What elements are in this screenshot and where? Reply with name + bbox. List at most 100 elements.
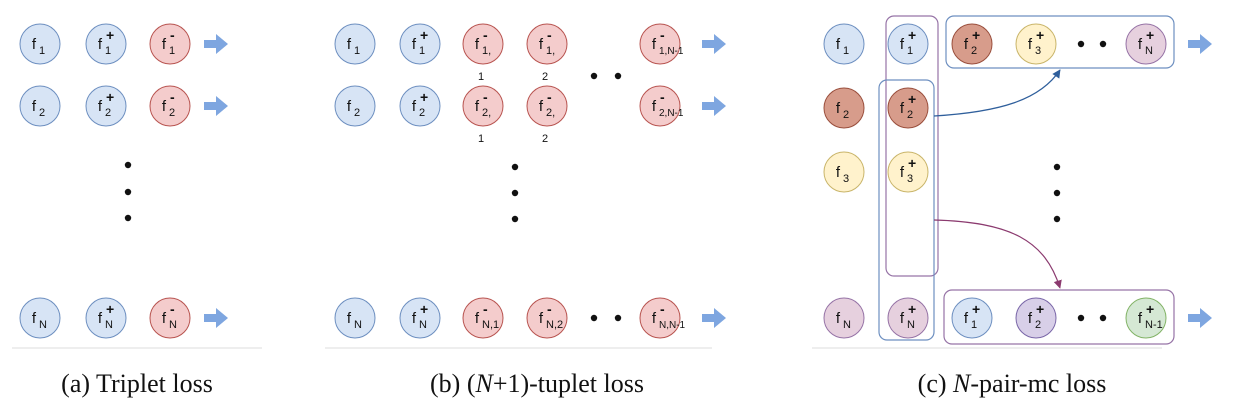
b-node-r1-c2-under: 1 xyxy=(478,133,484,145)
c-top-hdot-0 xyxy=(1077,40,1085,48)
c-top-2-sup: + xyxy=(1146,27,1154,43)
b-node-r1-c2-sub: 2, xyxy=(482,107,491,119)
a-node-r1-c2-circle xyxy=(149,85,191,127)
b-vdot-2 xyxy=(511,215,519,223)
c-top-0-circle xyxy=(951,23,993,65)
c-top-output-arrow xyxy=(1188,34,1212,54)
a-node-r0-c1-sup: + xyxy=(106,27,114,43)
c-bottom-0-sup: + xyxy=(972,301,980,317)
a-node-r0-c0-circle xyxy=(19,23,61,65)
b-node-r2-c1-sup: + xyxy=(420,301,428,317)
b-node-r1-c1: f+2 xyxy=(399,85,441,127)
c-top-2-sub: N xyxy=(1145,45,1153,57)
c-positive-1-circle xyxy=(887,87,929,129)
b-node-r2-c3-circle xyxy=(526,297,568,339)
b-node-r0-c4-sub: 1,N-1 xyxy=(659,46,684,57)
b-node-r0-c4-sup: - xyxy=(660,27,665,43)
b-node-r0-c2-base: f xyxy=(475,36,480,53)
b-vdot-0 xyxy=(511,163,519,171)
a-node-r2-c0-base: f xyxy=(32,310,37,327)
a-node-r2-c2: f- N xyxy=(149,297,191,339)
b-node-r2-c2-circle xyxy=(462,297,504,339)
c-link-to-top-group xyxy=(933,69,1061,117)
c-positive-1-base: f xyxy=(900,100,905,117)
b-node-r0-c1: f+1 xyxy=(399,23,441,65)
c-vdot-0 xyxy=(1053,163,1061,171)
b-node-r2-c0-sub: N xyxy=(354,319,362,331)
c-bottom-0-circle xyxy=(951,297,993,339)
b-node-r1-c0-base: f xyxy=(347,98,352,115)
c-bottom-group-box xyxy=(943,289,1175,345)
b-node-r0-c1-base: f xyxy=(412,36,417,53)
b-node-r1-c3-circle xyxy=(526,85,568,127)
c-top-1-base: f xyxy=(1028,36,1033,53)
a-node-r0-c1-base: f xyxy=(98,36,103,53)
b-vdot-1 xyxy=(511,189,519,197)
b-output-arrow-0 xyxy=(702,34,726,54)
b-node-r2-c3-sub: N,2 xyxy=(546,319,563,331)
c-link-to-bottom-group xyxy=(933,219,1062,289)
a-vdot-2 xyxy=(124,214,132,222)
c-positive-3-sub: N xyxy=(907,319,915,331)
c-bottom-1-sup: + xyxy=(1036,301,1044,317)
b-node-r0-c1-sup: + xyxy=(420,27,428,43)
b-hdot-3 xyxy=(614,314,622,322)
c-bottom-0-base: f xyxy=(964,310,969,327)
b-node-r0-c4-base: f xyxy=(652,36,657,53)
c-top-0: f+2 xyxy=(951,23,993,65)
b-node-r2-c2-sup: - xyxy=(483,301,488,317)
b-node-r1-c1-sup: + xyxy=(420,89,428,105)
b-node-r2-c4-sub: N,N-1 xyxy=(659,320,686,331)
b-node-r2-c1: f+ N xyxy=(399,297,441,339)
a-output-arrow-0 xyxy=(204,34,228,54)
a-node-r1-c2-base: f xyxy=(162,98,167,115)
c-positive-0-sup: + xyxy=(908,27,916,43)
a-node-r0-c1-circle xyxy=(85,23,127,65)
link-arrows xyxy=(933,69,1062,289)
a-node-r1-c2: f- 2 xyxy=(149,85,191,127)
caption-c: (c) N-pair-mc loss xyxy=(918,369,1107,398)
b-node-r2-c2: f- N,1 xyxy=(462,297,504,339)
a-node-r2-c0-circle xyxy=(19,297,61,339)
b-node-r2-c4-base: f xyxy=(652,310,657,327)
b-node-r1-c0-circle xyxy=(334,85,376,127)
b-node-r1-c2-circle xyxy=(462,85,504,127)
a-node-r2-c2-circle xyxy=(149,297,191,339)
b-node-r0-c2-sub: 1, xyxy=(482,45,491,57)
a-node-r0-c0-sub: 1 xyxy=(39,45,45,57)
a-node-r0-c2-base: f xyxy=(162,36,167,53)
a-node-r1-c2-sup: - xyxy=(170,89,175,105)
b-node-r0-c0-sub: 1 xyxy=(354,45,360,57)
b-node-r0-c1-sub: 1 xyxy=(419,45,425,57)
b-node-r2-c3-sup: - xyxy=(547,301,552,317)
c-top-1-sub: 3 xyxy=(1035,45,1041,57)
b-hdot-0 xyxy=(590,72,598,80)
c-bottom-2: f+ N-1 xyxy=(1125,297,1167,339)
c-anchor-0-sub: 1 xyxy=(843,45,849,57)
c-bottom-0-sub: 1 xyxy=(971,319,977,331)
c-top-2-base: f xyxy=(1138,36,1143,53)
c-positive-3-base: f xyxy=(900,310,905,327)
c-anchor-1-base: f xyxy=(836,100,841,117)
group-boxes xyxy=(878,15,1175,345)
a-node-r2-c2-base: f xyxy=(162,310,167,327)
a-node-r1-c1-sup: + xyxy=(106,89,114,105)
b-node-r0-c3-circle xyxy=(526,23,568,65)
c-positive-column-box xyxy=(885,15,939,277)
a-node-r0-c1-sub: 1 xyxy=(105,45,111,57)
c-positive-3: f+ N xyxy=(887,297,929,339)
b-node-r0-c3-sub: 1, xyxy=(546,45,555,57)
a-node-r1-c1-circle xyxy=(85,85,127,127)
caption-a: (a) Triplet loss xyxy=(61,369,213,398)
c-positive-3-sup: + xyxy=(908,301,916,317)
b-node-r1-c2-base: f xyxy=(475,98,480,115)
c-top-1: f+3 xyxy=(1015,23,1057,65)
c-top-hdot-1 xyxy=(1099,40,1107,48)
c-top-2: f+ N xyxy=(1125,23,1167,65)
b-node-r0-c0-circle xyxy=(334,23,376,65)
a-node-r1-c0-circle xyxy=(19,85,61,127)
